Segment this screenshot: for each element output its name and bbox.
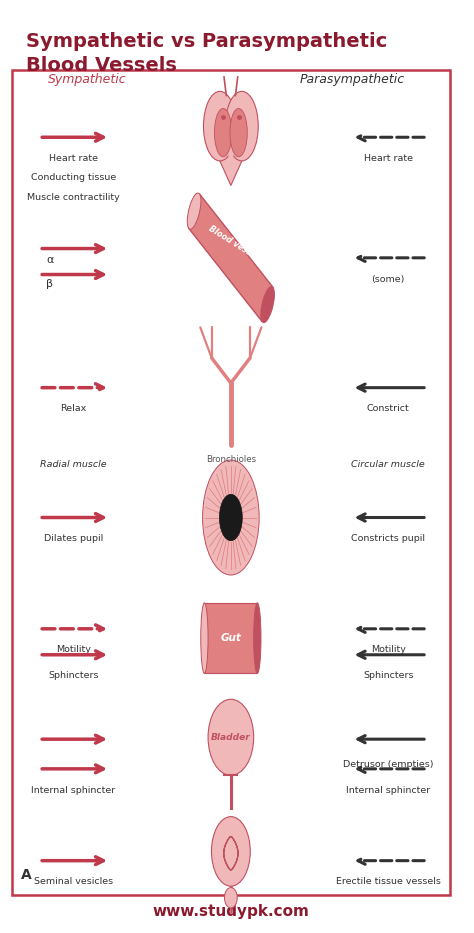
Ellipse shape (230, 108, 247, 157)
Polygon shape (189, 194, 273, 322)
Text: Circular muscle: Circular muscle (351, 460, 425, 469)
Text: Motility: Motility (56, 646, 91, 654)
Text: Internal sphincter: Internal sphincter (346, 786, 430, 795)
Ellipse shape (211, 816, 250, 886)
Ellipse shape (214, 108, 232, 157)
Text: Blood vessels: Blood vessels (207, 224, 264, 264)
Ellipse shape (208, 700, 254, 775)
Text: (some): (some) (372, 274, 405, 284)
Text: Parasympathetic: Parasympathetic (299, 74, 404, 86)
Text: Sphincters: Sphincters (48, 672, 99, 680)
Text: www.studypk.com: www.studypk.com (153, 904, 310, 919)
Text: Motility: Motility (371, 646, 406, 654)
Text: Detrusor (empties): Detrusor (empties) (343, 760, 434, 770)
Text: Constrict: Constrict (367, 404, 410, 413)
Text: Internal sphincter: Internal sphincter (31, 786, 116, 795)
Polygon shape (204, 603, 257, 674)
Ellipse shape (226, 91, 258, 160)
Text: Dilates pupil: Dilates pupil (44, 535, 103, 543)
Text: Gut: Gut (220, 634, 241, 643)
Text: Sympathetic vs Parasympathetic
Blood Vessels: Sympathetic vs Parasympathetic Blood Ves… (26, 33, 387, 75)
Text: Conducting tissue: Conducting tissue (31, 174, 116, 183)
Text: A: A (21, 868, 32, 882)
Ellipse shape (225, 887, 237, 908)
Text: Relax: Relax (60, 404, 87, 413)
Text: Radial muscle: Radial muscle (40, 460, 107, 469)
Text: Heart rate: Heart rate (49, 154, 98, 163)
Text: Sphincters: Sphincters (363, 672, 413, 680)
Ellipse shape (201, 603, 208, 674)
Text: β: β (46, 279, 53, 289)
Circle shape (219, 494, 242, 541)
Ellipse shape (254, 603, 261, 674)
Ellipse shape (187, 193, 201, 230)
Polygon shape (207, 132, 255, 186)
Text: Sympathetic: Sympathetic (48, 74, 127, 86)
Text: α: α (46, 255, 54, 265)
Text: Bronchioles: Bronchioles (206, 455, 256, 465)
Text: Erectile tissue vessels: Erectile tissue vessels (336, 877, 441, 886)
Ellipse shape (203, 91, 237, 160)
FancyBboxPatch shape (12, 70, 450, 895)
Text: Muscle contractility: Muscle contractility (27, 193, 120, 202)
Text: Constricts pupil: Constricts pupil (351, 535, 425, 543)
Text: Seminal vesicles: Seminal vesicles (34, 877, 113, 886)
Ellipse shape (261, 286, 274, 323)
Text: Heart rate: Heart rate (364, 154, 413, 163)
Circle shape (202, 460, 259, 575)
Text: Bladder: Bladder (211, 732, 251, 742)
Ellipse shape (226, 104, 236, 160)
